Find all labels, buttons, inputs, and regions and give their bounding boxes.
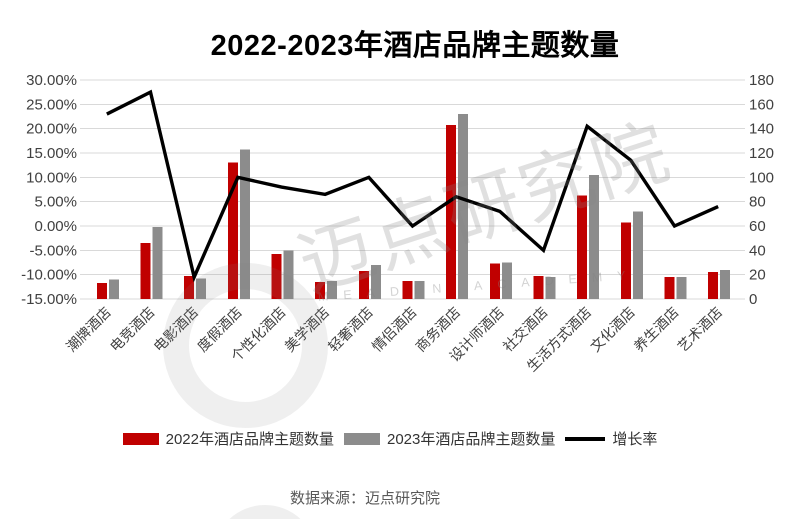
bar-2023 [545, 277, 556, 299]
bar-2022 [620, 222, 631, 299]
legend-item-2023: 2023年酒店品牌主题数量 [343, 428, 556, 449]
right-axis-label: 40 [749, 242, 766, 259]
left-axis-label: 25.00% [26, 96, 77, 113]
legend-line-swatch [565, 436, 606, 441]
source-note: 数据来源：迈点研究院 [289, 490, 440, 507]
bar-2022 [184, 275, 195, 299]
category-label: 养生酒店 [631, 304, 682, 355]
bar-2023 [196, 278, 207, 299]
bar-2022 [315, 281, 326, 299]
right-axis-label: 100 [749, 169, 774, 186]
category-label: 轻奢酒店 [325, 304, 376, 355]
right-axis-label: 80 [749, 194, 766, 211]
bar-2023 [327, 280, 338, 299]
left-axis-label: 30.00% [26, 72, 77, 89]
right-axis-label: 0 [749, 291, 757, 308]
bar-2023 [632, 211, 643, 299]
chart-legend: 2022年酒店品牌主题数量 2023年酒店品牌主题数量 增长率 [10, 428, 770, 449]
bar-2022 [96, 283, 107, 299]
bar-2023 [414, 280, 425, 299]
legend-item-2022: 2022年酒店品牌主题数量 [122, 428, 334, 449]
left-axis-label: 15.00% [26, 145, 77, 162]
legend-swatch-2022 [122, 432, 159, 445]
bar-2022 [402, 280, 413, 299]
left-axis-label: 10.00% [26, 169, 77, 186]
bar-2022 [446, 125, 457, 300]
bar-2023 [283, 250, 294, 299]
bar-2023 [108, 279, 119, 299]
category-label: 艺术酒店 [674, 304, 725, 355]
legend-item-growth: 增长率 [565, 428, 657, 449]
category-label: 潮牌酒店 [63, 304, 114, 355]
category-label: 情侣酒店 [369, 304, 420, 355]
bar-2023 [589, 174, 600, 299]
category-label: 电竞酒店 [107, 304, 158, 355]
right-axis-label: 60 [749, 218, 766, 235]
right-axis-label: 120 [749, 145, 774, 162]
bar-2022 [227, 162, 238, 299]
bar-2022 [664, 277, 675, 299]
bar-2022 [358, 271, 369, 299]
legend-label-growth: 增长率 [612, 431, 658, 448]
legend-swatch-2023 [343, 432, 380, 445]
bar-2022 [271, 253, 282, 299]
bar-2023 [501, 262, 512, 299]
left-axis-label: -5.00% [29, 242, 77, 259]
left-axis-label: -15.00% [21, 291, 77, 308]
bar-2022 [533, 275, 544, 299]
right-axis-label: 180 [749, 72, 774, 89]
bar-2022 [708, 272, 719, 299]
category-label: 电影酒店 [150, 304, 201, 355]
bar-2023 [720, 269, 731, 299]
legend-label-2022: 2022年酒店品牌主题数量 [165, 431, 334, 448]
right-axis-label: 20 [749, 267, 766, 284]
left-axis-label: -10.00% [21, 267, 77, 284]
right-axis-label: 140 [749, 121, 774, 138]
bar-2023 [458, 114, 469, 299]
left-axis-label: 0.00% [34, 218, 77, 235]
bar-2023 [152, 227, 163, 299]
chart-title: 2022-2023年酒店品牌主题数量 [210, 30, 620, 62]
bar-2023 [676, 277, 687, 299]
right-axis-label: 160 [749, 96, 774, 113]
category-label: 文化酒店 [587, 304, 638, 355]
category-label: 美学酒店 [281, 304, 332, 355]
left-axis-label: 20.00% [26, 121, 77, 138]
bar-2022 [489, 263, 500, 299]
bar-2022 [140, 243, 151, 299]
left-axis-label: 5.00% [34, 194, 77, 211]
bar-2022 [577, 195, 588, 299]
bar-2023 [370, 264, 381, 299]
legend-label-2023: 2023年酒店品牌主题数量 [386, 431, 556, 448]
bar-2023 [239, 149, 250, 299]
growth-rate-line [106, 89, 719, 283]
